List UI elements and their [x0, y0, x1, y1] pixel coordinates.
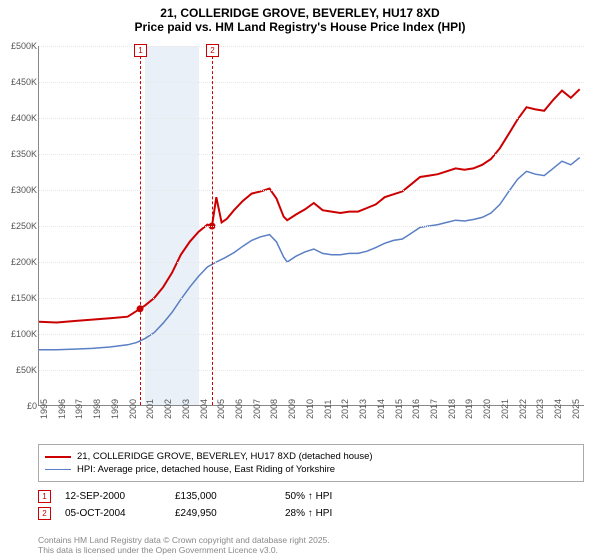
- y-tick: £100K: [3, 329, 37, 339]
- x-tick: 2022: [518, 399, 528, 419]
- x-tick: 2011: [323, 400, 333, 419]
- chart-title: 21, COLLERIDGE GROVE, BEVERLEY, HU17 8XD…: [0, 0, 600, 38]
- y-tick: £150K: [3, 293, 37, 303]
- sale-marker-line: [140, 46, 141, 405]
- x-tick: 2016: [411, 399, 421, 419]
- x-tick: 2015: [394, 399, 404, 419]
- legend-label: HPI: Average price, detached house, East…: [77, 464, 335, 475]
- sale-date: 12-SEP-2000: [65, 491, 175, 502]
- x-tick: 1999: [110, 399, 120, 419]
- y-tick: £350K: [3, 149, 37, 159]
- y-tick: £200K: [3, 257, 37, 267]
- y-tick: £250K: [3, 221, 37, 231]
- x-tick: 2020: [482, 399, 492, 419]
- y-tick: £500K: [3, 41, 37, 51]
- x-tick: 2005: [216, 399, 226, 419]
- y-tick: £400K: [3, 113, 37, 123]
- sale-index: 1: [38, 490, 51, 503]
- x-tick: 2017: [429, 399, 439, 419]
- legend-row: HPI: Average price, detached house, East…: [45, 464, 577, 475]
- x-tick: 2010: [305, 399, 315, 419]
- legend-label: 21, COLLERIDGE GROVE, BEVERLEY, HU17 8XD…: [77, 451, 373, 462]
- price-chart: £0£50K£100K£150K£200K£250K£300K£350K£400…: [38, 46, 584, 406]
- x-tick: 2003: [181, 399, 191, 419]
- sale-marker-label: 1: [134, 44, 147, 57]
- x-tick: 2008: [269, 399, 279, 419]
- y-tick: £300K: [3, 185, 37, 195]
- x-tick: 2012: [340, 399, 350, 419]
- x-tick: 2023: [535, 399, 545, 419]
- title-line-2: Price paid vs. HM Land Registry's House …: [0, 20, 600, 34]
- sale-date: 05-OCT-2004: [65, 508, 175, 519]
- x-tick: 2001: [145, 399, 155, 419]
- sale-delta: 28% ↑ HPI: [285, 508, 395, 519]
- sale-price: £249,950: [175, 508, 285, 519]
- x-tick: 2013: [358, 399, 368, 419]
- sales-table: 1 12-SEP-2000£135,00050% ↑ HPI 2 05-OCT-200…: [38, 490, 395, 524]
- legend-row: 21, COLLERIDGE GROVE, BEVERLEY, HU17 8XD…: [45, 451, 577, 462]
- x-tick: 2009: [287, 399, 297, 419]
- x-tick: 2004: [199, 399, 209, 419]
- footer-line-1: Contains HM Land Registry data © Crown c…: [38, 535, 330, 546]
- legend-swatch: [45, 456, 71, 458]
- sale-index: 2: [38, 507, 51, 520]
- x-tick: 2006: [234, 399, 244, 419]
- x-tick: 2025: [571, 399, 581, 419]
- y-tick: £50K: [3, 365, 37, 375]
- x-tick: 2007: [252, 399, 262, 419]
- sale-marker-label: 2: [206, 44, 219, 57]
- sale-row: 2 05-OCT-2004£249,95028% ↑ HPI: [38, 507, 395, 520]
- sale-price: £135,000: [175, 491, 285, 502]
- x-tick: 1997: [74, 399, 84, 419]
- sale-row: 1 12-SEP-2000£135,00050% ↑ HPI: [38, 490, 395, 503]
- sale-delta: 50% ↑ HPI: [285, 491, 395, 502]
- x-tick: 2021: [500, 399, 510, 419]
- y-tick: £450K: [3, 77, 37, 87]
- x-tick: 2018: [447, 399, 457, 419]
- sale-marker-line: [212, 46, 213, 405]
- x-tick: 2000: [128, 399, 138, 419]
- footer-line-2: This data is licensed under the Open Gov…: [38, 545, 330, 556]
- x-tick: 2002: [163, 399, 173, 419]
- footer-attribution: Contains HM Land Registry data © Crown c…: [38, 535, 330, 556]
- x-tick: 1995: [39, 399, 49, 419]
- x-tick: 2024: [553, 399, 563, 419]
- x-tick: 1998: [92, 399, 102, 419]
- legend-swatch: [45, 469, 71, 470]
- x-tick: 2019: [464, 399, 474, 419]
- x-tick: 2014: [376, 399, 386, 419]
- title-line-1: 21, COLLERIDGE GROVE, BEVERLEY, HU17 8XD: [0, 6, 600, 20]
- series-hpi: [39, 158, 580, 350]
- legend: 21, COLLERIDGE GROVE, BEVERLEY, HU17 8XD…: [38, 444, 584, 482]
- x-tick: 1996: [57, 399, 67, 419]
- y-tick: £0: [3, 401, 37, 411]
